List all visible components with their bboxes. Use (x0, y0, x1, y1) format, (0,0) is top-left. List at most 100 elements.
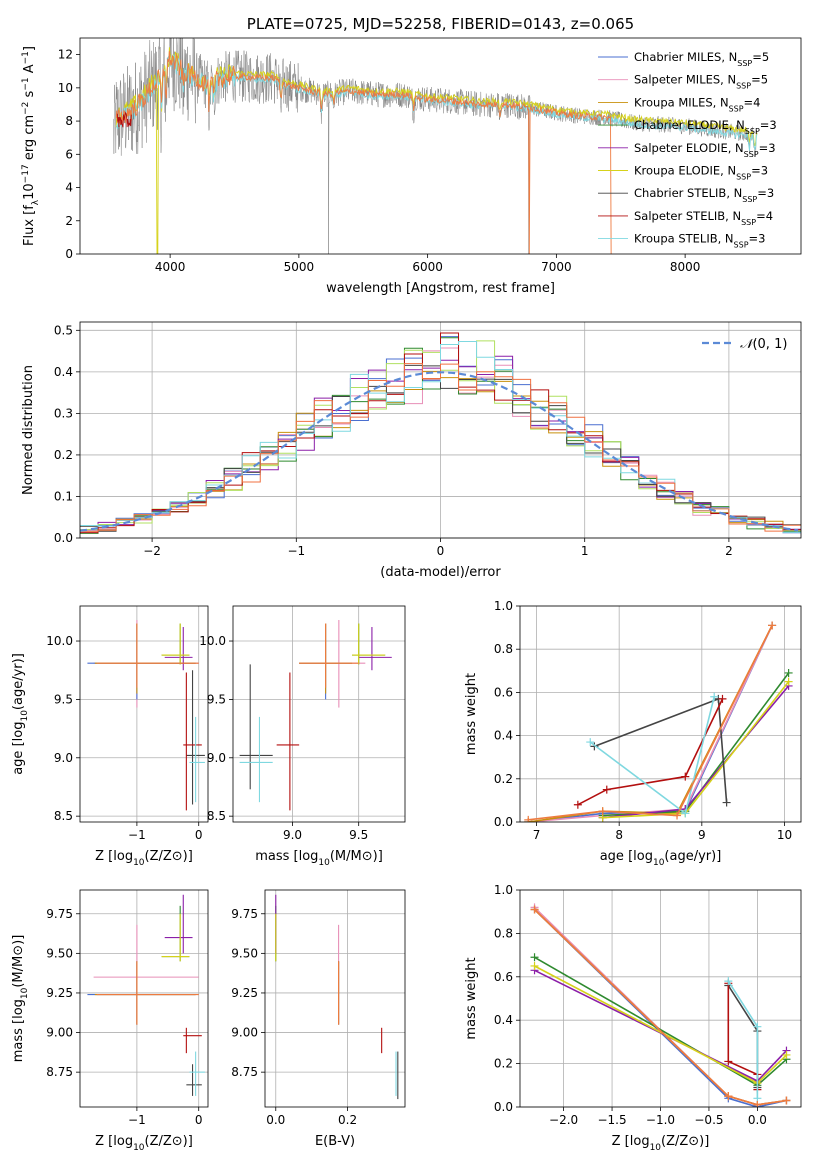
weight-marker (753, 1100, 762, 1107)
y-tick-label: 8.75 (46, 1065, 73, 1079)
weight-marker (681, 809, 690, 818)
x-tick-label: 4000 (155, 260, 186, 274)
legend-n: 4 (766, 209, 773, 223)
errorbar-point (189, 1051, 205, 1096)
x-tick-label: −1.0 (646, 1113, 675, 1127)
x-tick-label: 8000 (670, 260, 701, 274)
weight-marker (724, 977, 733, 986)
legend-sub: SSP (744, 149, 759, 158)
y-axis-label-tail: (age/yr)] (11, 653, 26, 710)
axes-frame (264, 889, 406, 1108)
y-axis-label-part: λ (31, 199, 41, 205)
x-tick-label: 9 (698, 828, 706, 842)
x-tick-label: −1.5 (597, 1113, 626, 1127)
legend-entry: Chabrier STELIB, NSSP=3 (634, 186, 774, 204)
x-tick-label: 6000 (412, 260, 443, 274)
y-tick-label: 0.6 (494, 685, 513, 699)
errorbar-point (161, 623, 190, 665)
weight-marker (530, 961, 539, 970)
y-axis-label-part: A (22, 64, 37, 77)
x-tick-label: 0 (195, 828, 203, 842)
errorbar-point (186, 1064, 202, 1096)
x-tick-label: −2 (143, 544, 161, 558)
x-axis-label-text: mass [log (255, 849, 318, 864)
y-tick-label: 0.4 (54, 365, 73, 379)
y-tick-label: 9.75 (46, 907, 73, 921)
y-axis-label-part: ] (22, 46, 37, 51)
legend-label: Kroupa MILES, N (634, 95, 729, 109)
y-axis-label-sub: 10 (20, 987, 30, 999)
y-tick-label: 2 (65, 214, 73, 228)
y-tick-label: 0.5 (54, 323, 73, 337)
errorbar-point (183, 1027, 202, 1054)
y-tick-label: 0.6 (494, 970, 513, 984)
x-tick-label: 10 (777, 828, 792, 842)
weight-marker (782, 1050, 791, 1059)
weight-marker (598, 807, 607, 816)
y-axis-label-part: −2 (21, 102, 31, 115)
x-axis-label-text: Z [log (612, 1134, 650, 1149)
legend-entry: Kroupa MILES, NSSP=4 (634, 95, 761, 113)
y-axis-label: age [log10(age/yr)] (11, 653, 30, 775)
weight-marker (524, 815, 533, 822)
legend-entry: Kroupa STELIB, NSSP=3 (634, 232, 766, 250)
y-axis-label: Normed distribution (21, 365, 36, 495)
x-axis-label: age [log10(age/yr)] (600, 849, 722, 868)
weight-marker (530, 953, 539, 962)
legend-n: 3 (758, 232, 765, 246)
y-axis-label: mass [log10(M/M⊙)] (11, 935, 30, 1063)
y-tick-label: 4 (65, 181, 73, 195)
weight-marker (586, 738, 595, 747)
panel-age_vs_Z: −1 08.59.09.510.0Z [log10(Z/Z⊙)]age [log1… (11, 605, 209, 868)
legend-sub: SSP (729, 104, 744, 113)
legend-label: Salpeter ELODIE, N (634, 141, 744, 155)
x-axis-label: E(B-V) (315, 1134, 355, 1149)
y-tick-label: 9.75 (231, 907, 258, 921)
x-axis-label: Z [log10(Z/Z⊙)] (95, 849, 193, 868)
weight-marker (768, 621, 777, 630)
panel-age_vs_mass: 9.0 9.5 8.5 9.0 9.5 10.0 mass [log10(M/M⊙)] (199, 605, 406, 868)
legend-eq: = (751, 73, 761, 87)
x-axis-label-tail: (M/M⊙)] (330, 849, 383, 864)
x-axis-label-sub: 10 (133, 1143, 145, 1153)
errorbar-point (358, 627, 392, 671)
gaussian-curve (80, 371, 799, 532)
weight-marker (724, 1057, 733, 1066)
legend-sub: SSP (737, 59, 752, 68)
y-tick-label: 8 (65, 114, 73, 128)
weight-marker (784, 668, 793, 677)
plot-area (530, 903, 791, 1107)
y-tick-label: 0.2 (494, 772, 513, 786)
x-tick-label: 8 (615, 828, 623, 842)
x-tick-label: −1 (287, 544, 305, 558)
panel-residuals: −2 −1 0 1 2 0.0 0.1 0.2 0.3 0.4 0.5 (data-model)/er… (21, 321, 802, 580)
y-tick-label: 0.0 (54, 531, 73, 545)
y-axis-label-text: mass weight (464, 957, 479, 1039)
errorbar-point (276, 672, 300, 811)
x-tick-label: −1 (128, 828, 146, 842)
x-tick-label: 7000 (541, 260, 572, 274)
spectrum-model-line (116, 111, 132, 128)
y-axis-label-part: erg cm (22, 115, 37, 164)
x-tick-label: −1 (128, 1113, 146, 1127)
legend-sub: SSP (745, 127, 760, 136)
x-tick-label: 5000 (284, 260, 315, 274)
spectrum-model-line (115, 50, 612, 254)
y-tick-label: 8.5 (54, 809, 73, 823)
x-axis-label-text: (data-model)/error (380, 565, 501, 580)
y-tick-label: 0.8 (494, 642, 513, 656)
legend-n: 3 (769, 118, 776, 132)
x-tick-label: 0 (195, 1113, 203, 1127)
x-tick-label: −0.5 (694, 1113, 723, 1127)
x-axis-label-text: age [log (600, 849, 653, 864)
legend-n: 3 (767, 186, 774, 200)
y-tick-label: 9.25 (231, 986, 258, 1000)
y-tick-label: 8.5 (207, 809, 226, 823)
x-tick-label: 0.0 (748, 1113, 767, 1127)
y-axis-label-part: −1 (21, 51, 31, 64)
y-tick-label: 9.00 (46, 1026, 73, 1040)
legend-sub: SSP (741, 217, 756, 226)
legend-eq: = (756, 209, 766, 223)
weight-line (528, 625, 773, 822)
plot-area (113, 38, 758, 254)
